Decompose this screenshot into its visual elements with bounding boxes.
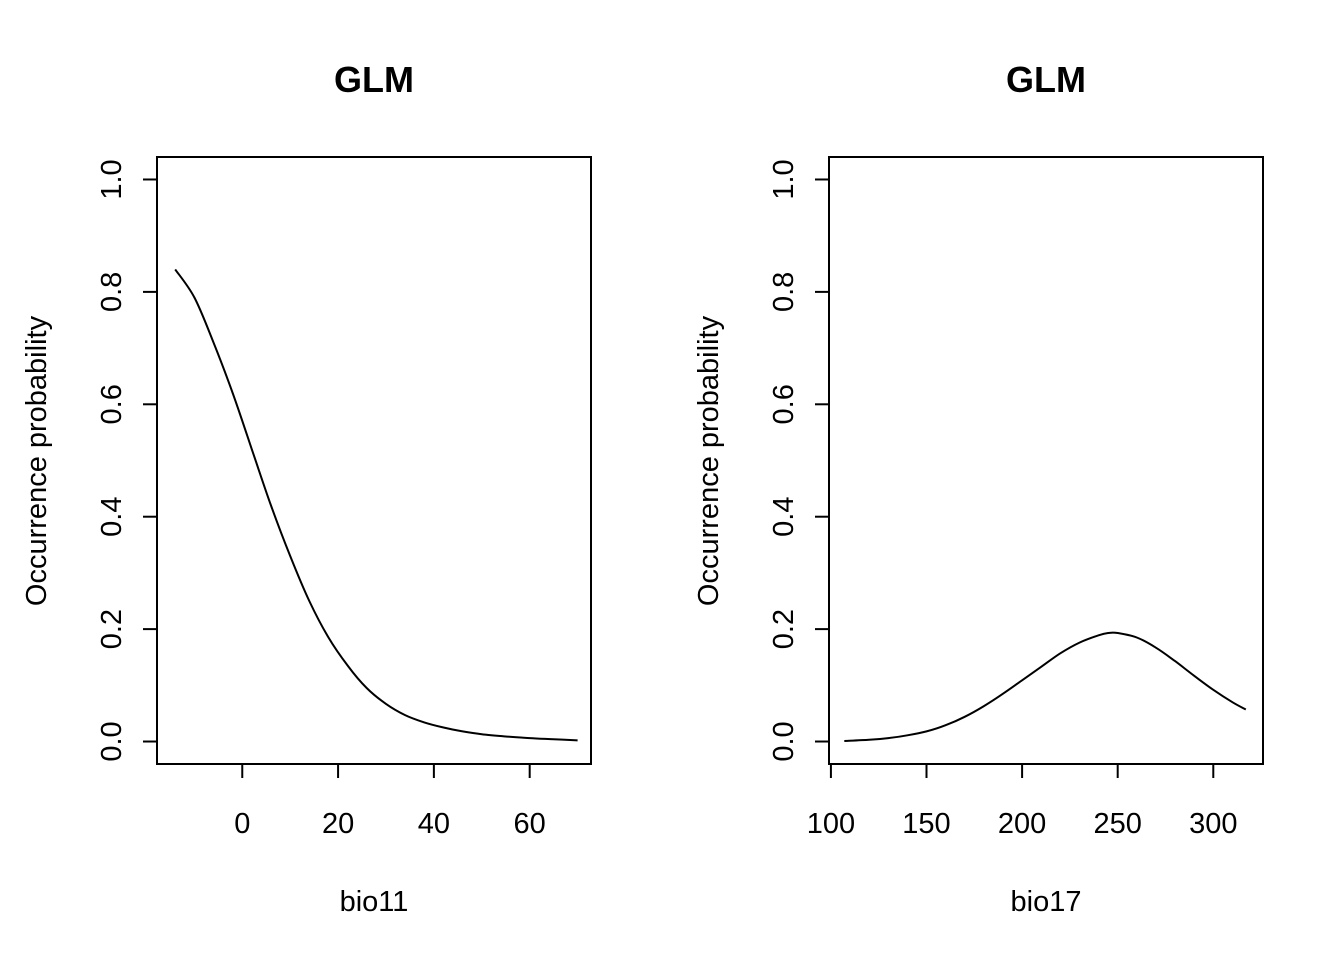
plot-frame: [828, 156, 1264, 765]
glm-bio17-panel: GLM bio17 Occurrence probability 100 150 2…: [693, 59, 1264, 918]
x-tick-label: 0: [234, 808, 250, 840]
y-tick-label: 0.0: [96, 721, 128, 761]
y-tick-label: 0.4: [768, 497, 800, 537]
x-axis-ticks: 100 150 200 250 300: [807, 763, 1237, 840]
y-tick-label: 0.2: [768, 609, 800, 649]
chart-title: GLM: [1006, 59, 1086, 100]
y-tick-label: 0.0: [768, 721, 800, 761]
x-axis-ticks: 0 20 40 60: [234, 763, 546, 840]
series-group: [174, 268, 578, 742]
x-tick-label: 100: [807, 808, 855, 840]
x-tick-label: 20: [322, 808, 354, 840]
y-tick-label: 0.4: [96, 497, 128, 537]
y-tick-label: 0.8: [768, 272, 800, 312]
y-axis-label: Occurrence probability: [693, 315, 725, 606]
y-tick-label: 0.6: [96, 384, 128, 424]
y-tick-label: 1.0: [768, 159, 800, 199]
y-axis-label: Occurrence probability: [21, 315, 53, 606]
series-group: [844, 631, 1247, 742]
plot-frame: [156, 156, 592, 765]
chart-title: GLM: [334, 59, 414, 100]
x-tick-label: 40: [418, 808, 450, 840]
y-axis-ticks: 0.0 0.2 0.4 0.6 0.8 1.0: [96, 159, 158, 762]
y-tick-label: 0.8: [96, 272, 128, 312]
y-tick-label: 0.6: [768, 384, 800, 424]
x-axis-label: bio11: [340, 886, 409, 918]
x-tick-label: 300: [1189, 808, 1237, 840]
y-axis-ticks: 0.0 0.2 0.4 0.6 0.8 1.0: [768, 159, 830, 762]
response-curve: [844, 631, 1247, 742]
x-tick-label: 200: [998, 808, 1046, 840]
glm-bio11-panel: GLM bio11 Occurrence probability 0 20 40 60…: [21, 59, 592, 918]
response-curve: [174, 268, 578, 742]
x-tick-label: 150: [902, 808, 950, 840]
y-tick-label: 0.2: [96, 609, 128, 649]
x-tick-label: 60: [514, 808, 546, 840]
y-tick-label: 1.0: [96, 159, 128, 199]
x-tick-label: 250: [1094, 808, 1142, 840]
x-axis-label: bio17: [1011, 886, 1082, 918]
